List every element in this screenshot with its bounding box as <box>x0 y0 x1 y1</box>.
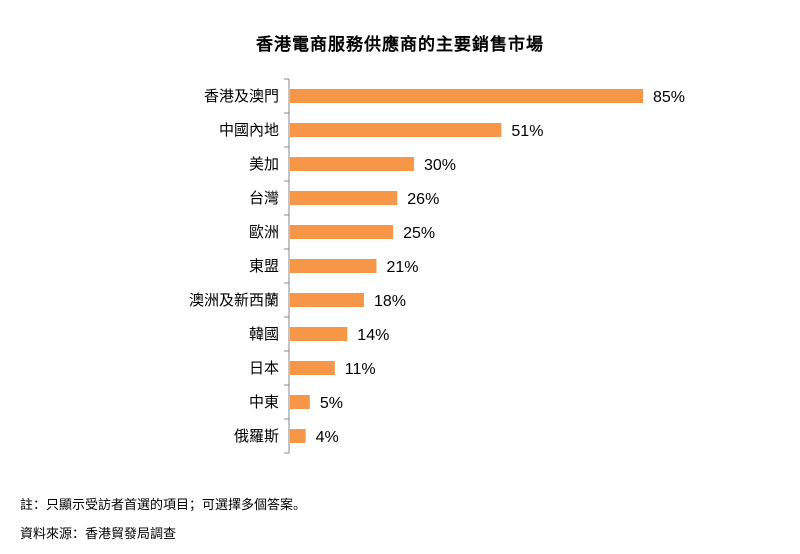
bar <box>290 259 377 273</box>
bar <box>290 191 398 205</box>
bar <box>290 395 310 409</box>
bar <box>290 327 348 341</box>
category-label: 俄羅斯 <box>234 427 279 445</box>
category-label: 日本 <box>249 359 279 377</box>
bar <box>290 123 502 137</box>
category-label: 中東 <box>249 393 279 411</box>
data-label: 30% <box>424 157 456 174</box>
data-label: 51% <box>511 123 543 140</box>
value-labels: 85% 51% 30% 26% 25% 21% 18% 14% 11%5% 4% <box>316 89 685 446</box>
bar <box>290 89 643 103</box>
bar <box>290 225 394 239</box>
data-label: 5% <box>320 395 343 412</box>
category-label: 韓國 <box>249 325 279 343</box>
category-label: 中國內地 <box>219 121 279 139</box>
data-label: 18% <box>374 293 406 310</box>
category-label: 東盟 <box>249 257 279 275</box>
source-note: 資料來源：香港貿發局調查 <box>20 527 177 542</box>
category-label: 歐洲 <box>249 223 279 241</box>
category-label: 澳洲及新西蘭 <box>189 291 279 309</box>
category-label: 香港及澳門 <box>204 87 279 105</box>
data-label: 11% <box>345 361 376 378</box>
bar <box>290 361 335 375</box>
bar <box>290 293 364 307</box>
data-label: 21% <box>386 259 418 276</box>
data-label: 26% <box>407 191 439 208</box>
bar <box>290 429 306 443</box>
axis-ticks <box>284 78 289 454</box>
category-label: 美加 <box>249 155 279 173</box>
chart-title: 香港電商服務供應商的主要銷售市場 <box>256 35 544 55</box>
bar <box>290 157 414 171</box>
data-label: 25% <box>403 225 435 242</box>
bars <box>290 89 643 443</box>
data-label: 85% <box>653 89 685 106</box>
category-label: 台灣 <box>249 189 279 207</box>
data-label: 14% <box>357 327 389 344</box>
footnote: 註：只顯示受訪者首選的項目；可選擇多個答案。 <box>20 498 307 513</box>
data-label: 4% <box>316 429 339 446</box>
